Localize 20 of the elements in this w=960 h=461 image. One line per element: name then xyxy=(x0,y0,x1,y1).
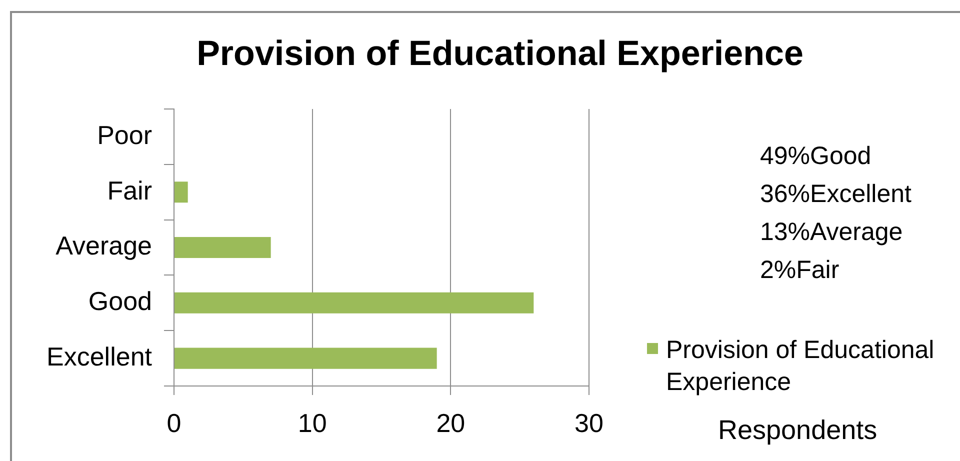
text: 36%Excellent xyxy=(760,179,912,210)
y-tick-label: Average xyxy=(56,230,152,261)
x-tick-label: 10 xyxy=(298,408,327,438)
bar xyxy=(174,292,534,314)
y-tick-label: Good xyxy=(88,286,152,316)
chart-title: Provision of Educational Experience xyxy=(196,33,804,75)
bar xyxy=(174,348,437,369)
bar xyxy=(174,236,271,258)
text: 13%Average xyxy=(760,217,904,248)
x-tick-label: 30 xyxy=(574,408,604,438)
text: 49%Good xyxy=(760,141,872,172)
x-axis-title: Respondents xyxy=(718,415,878,446)
x-tick-label: 20 xyxy=(436,408,466,438)
y-tick-label: Poor xyxy=(97,120,152,150)
bar xyxy=(174,182,188,203)
y-tick-label: Excellent xyxy=(46,341,153,372)
y-tick-label: Fair xyxy=(107,175,152,206)
x-tick-label: 0 xyxy=(166,408,182,438)
legend-label: Provision of Educational Experience xyxy=(666,336,934,396)
text: 2%Fair xyxy=(760,255,840,286)
